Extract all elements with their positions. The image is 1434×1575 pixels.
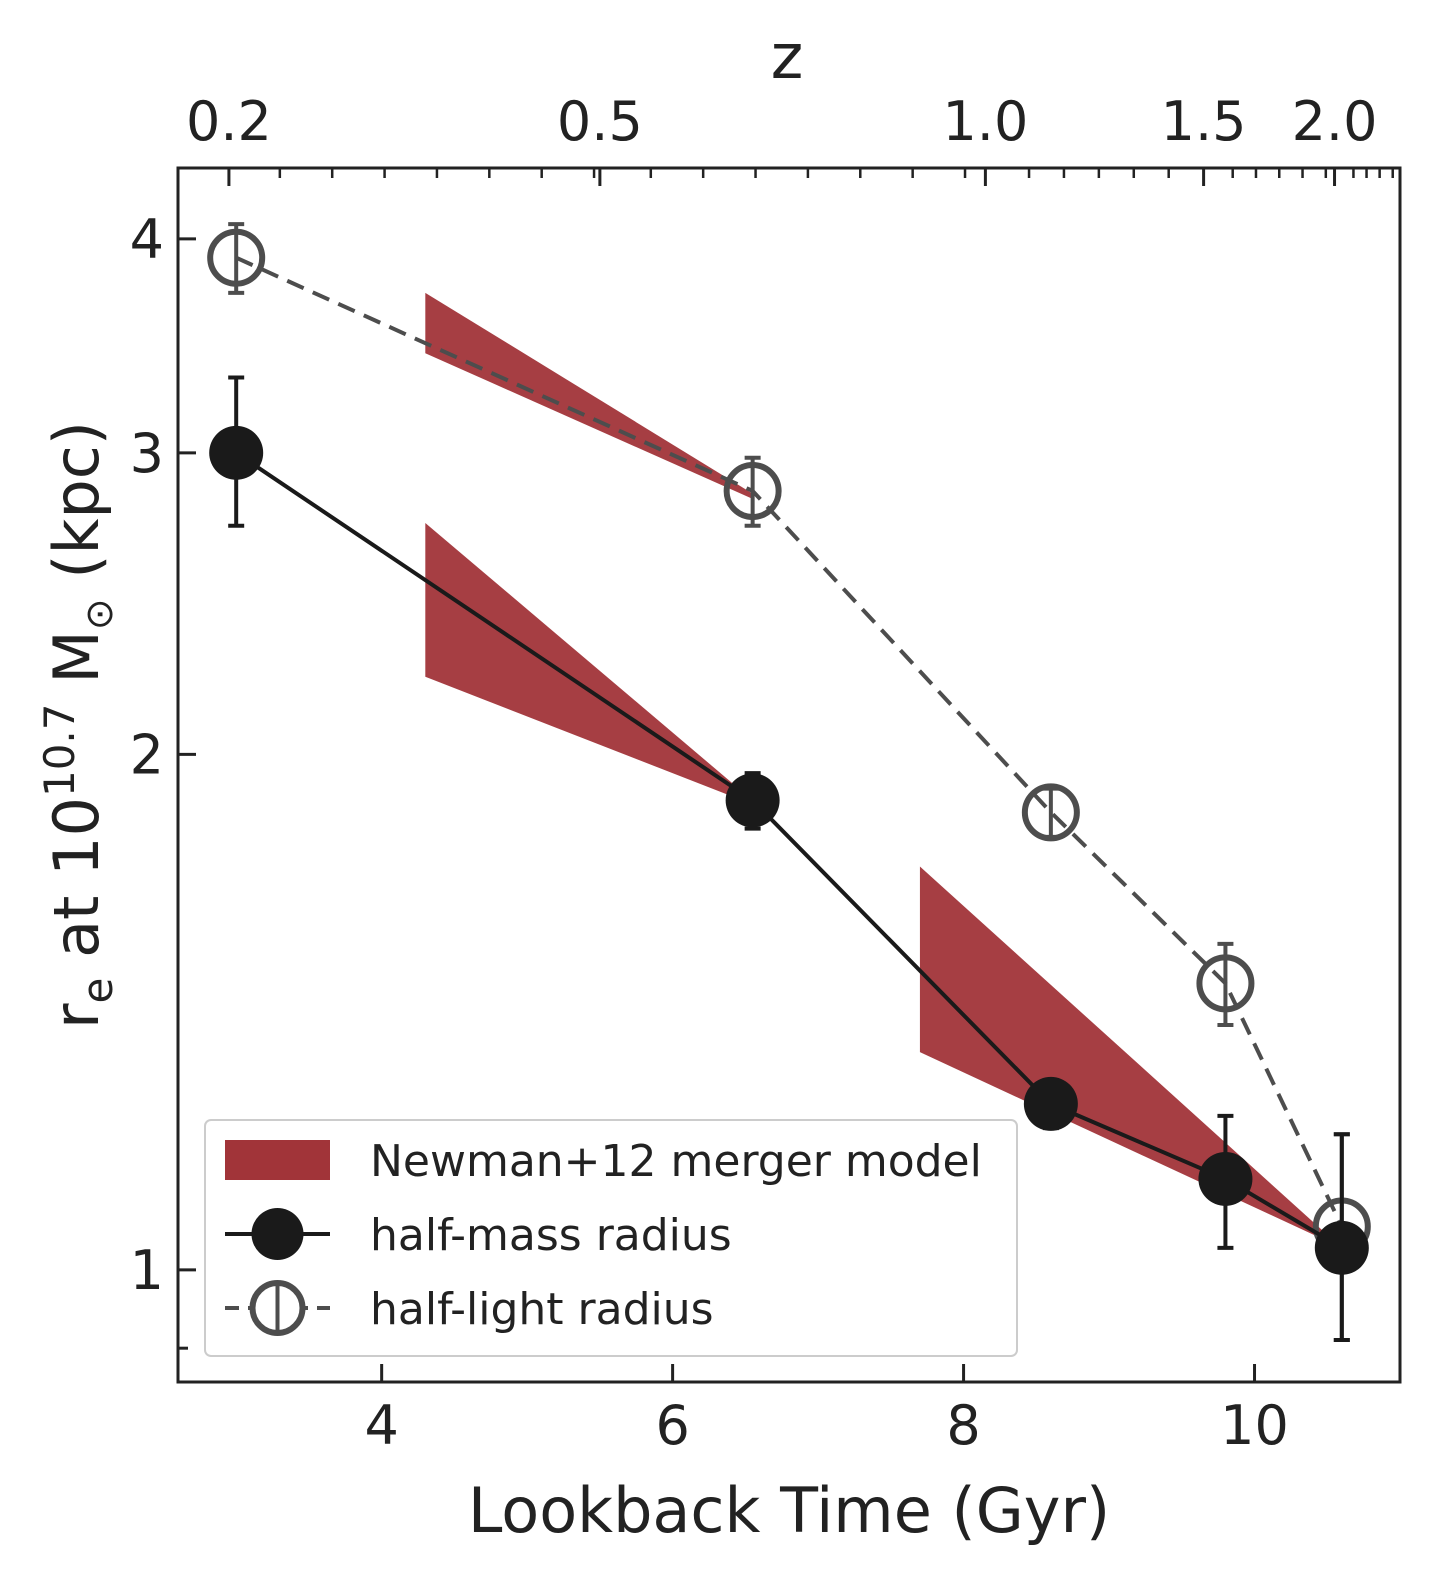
y-title-sup: 10.7 [35,704,84,798]
top-tick-label: 0.5 [557,90,643,153]
y-tick-label: 3 [130,422,164,485]
x-tick-label: 6 [655,1394,689,1457]
legend-items: Newman+12 merger model half-mass radius ha… [225,1136,982,1336]
data-point-half-mass-radius [1314,1220,1369,1275]
data-point-half-light-radius [723,461,782,520]
data-series [207,222,1371,1342]
legend-swatch-marker [251,1208,304,1260]
data-point-half-light-radius [207,228,266,287]
y-title-mid: at 10 [40,797,113,978]
data-point-half-mass-radius [725,773,780,828]
y-tick-label: 2 [130,723,164,786]
data-point-half-light-radius [1021,783,1080,842]
model-band-2 [425,522,753,805]
series-line-half-light-radius [235,255,1344,1228]
top-tick-label: 1.0 [942,90,1028,153]
y-title-sub: e [73,978,122,1004]
legend-swatch-band [225,1140,330,1180]
data-point-half-light-radius [1196,954,1255,1013]
legend-box [204,1119,1018,1357]
legend-entry: half-light radius [225,1280,714,1336]
model-band-3 [919,866,1342,1248]
data-point-half-mass-radius [209,425,264,480]
legend-label: half-light radius [370,1284,714,1335]
y-title-sun: ⊙ [77,598,121,630]
y-title-unit: (kpc) [40,421,113,598]
model-band-1 [425,292,753,499]
legend-label: Newman+12 merger model [370,1136,982,1187]
x-tick-label: 8 [946,1394,980,1457]
y-tick-label: 4 [130,208,164,271]
y-title-base: r [40,1003,113,1029]
top-tick-label: 1.5 [1161,90,1247,153]
series-half-mass-radius [209,375,1369,1342]
y-axis-title: re at 1010.7 M⊙ (kpc) [35,421,122,1029]
legend-entry: half-mass radius [225,1208,732,1261]
y-tick-label: 1 [130,1239,164,1302]
y-title-mass: M [40,630,113,703]
legend-entry: Newman+12 merger model [225,1136,982,1187]
x-tick-label: 10 [1220,1394,1289,1457]
data-point-half-mass-radius [1198,1151,1253,1206]
legend-label: half-mass radius [370,1210,732,1261]
plot-frame [176,166,1402,1384]
data-point-half-mass-radius [1023,1076,1078,1131]
x-axis-title: Lookback Time (Gyr) [468,1474,1110,1547]
top-tick-label: 2.0 [1292,90,1378,153]
top-tick-label: 0.2 [186,90,272,153]
x-tick-label: 4 [364,1394,398,1457]
model-bands [425,292,1342,1248]
top-axis-title: z [771,20,804,93]
legend: Newman+12 merger model half-mass radius ha… [204,1119,1018,1357]
